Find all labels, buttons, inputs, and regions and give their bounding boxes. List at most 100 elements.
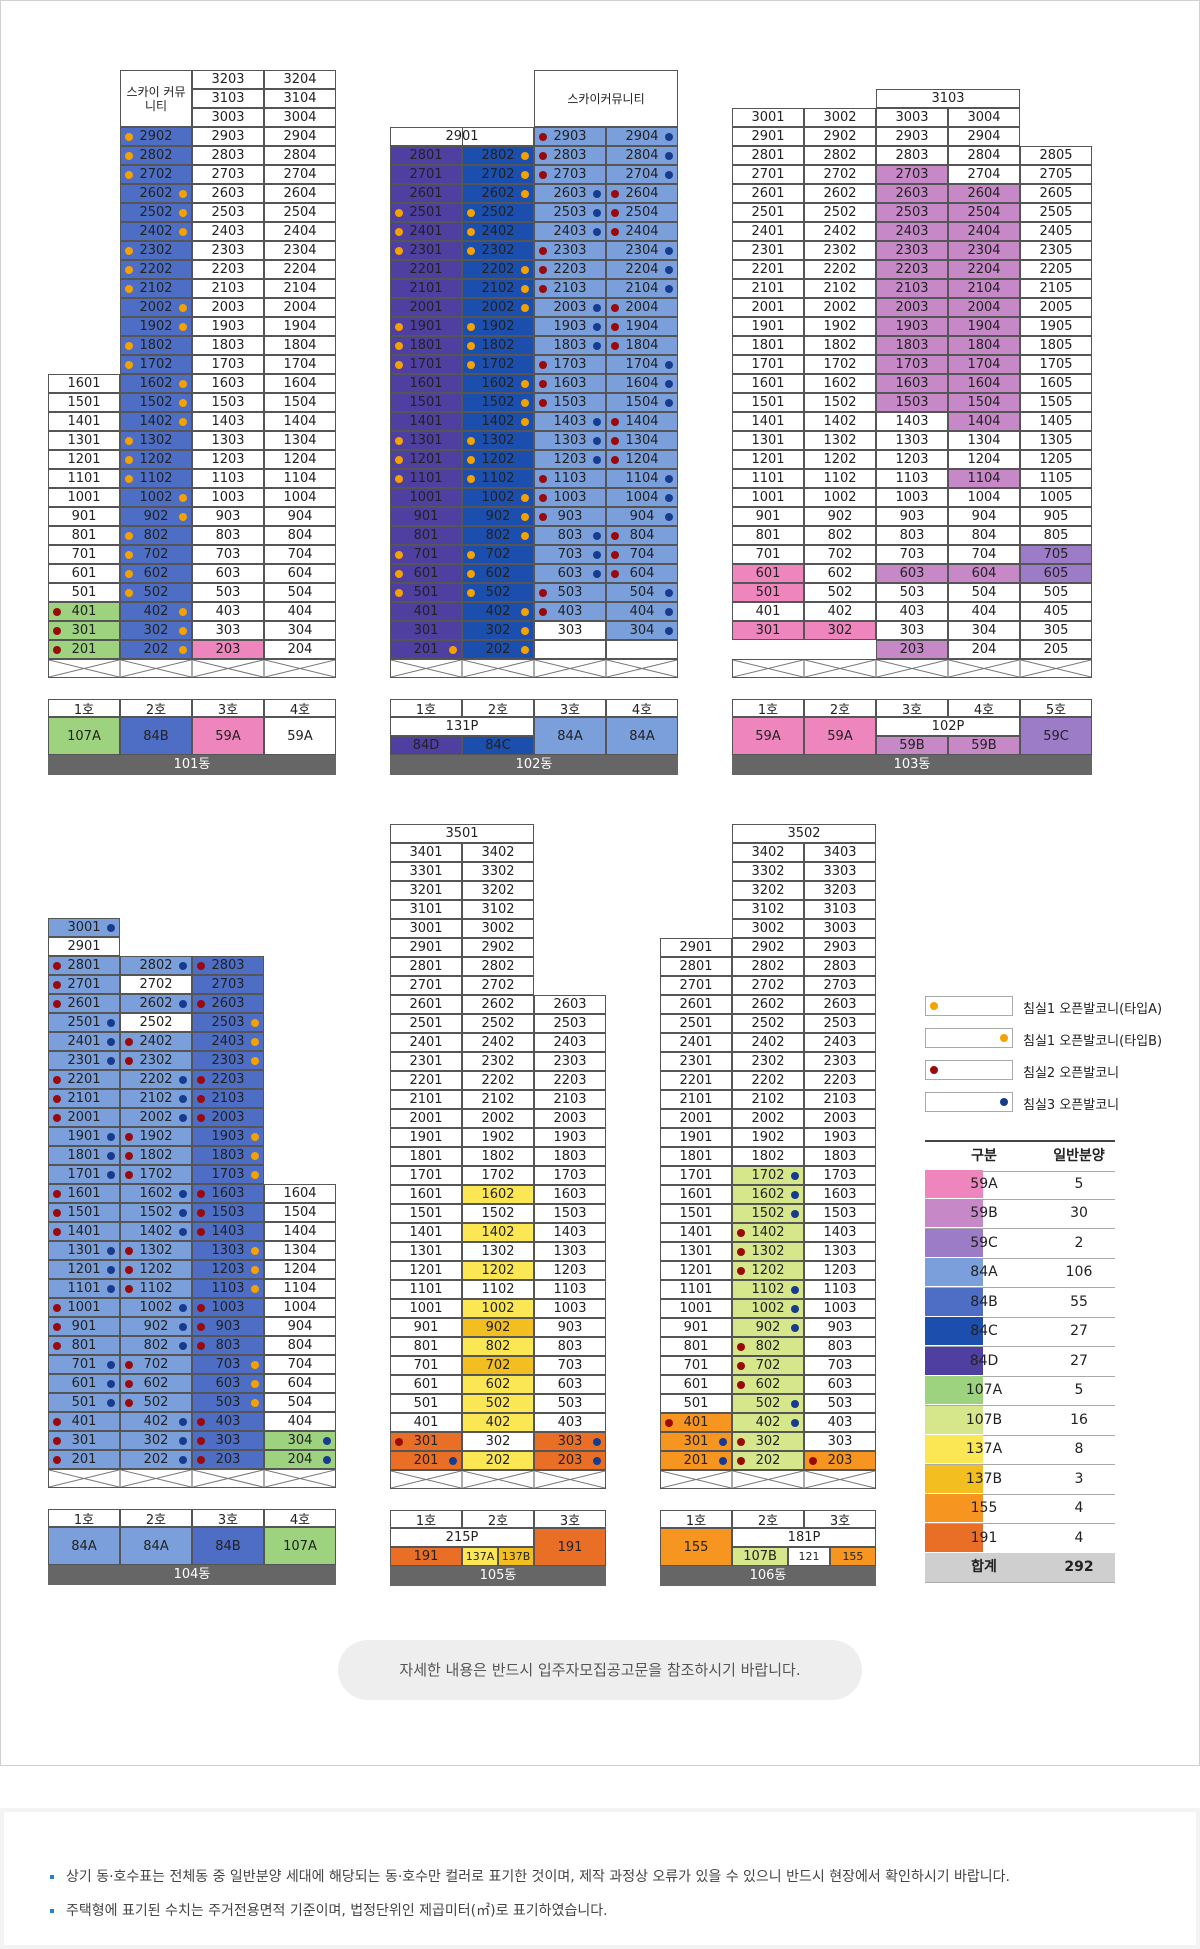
- unit-number: 1802: [139, 1148, 173, 1163]
- unit-number: 2103: [823, 1092, 857, 1107]
- unit-cell: 802: [732, 1337, 804, 1356]
- unit-cell: 2103: [534, 279, 606, 298]
- unit-cell: 303: [804, 1432, 876, 1451]
- unit-cell: 1501: [732, 393, 804, 412]
- unit-cell: 204: [948, 640, 1020, 659]
- unit-cell: 3102: [462, 900, 534, 919]
- legend-label: 침실2 오픈발코니: [1023, 1066, 1120, 1081]
- unit-number: 1002: [139, 1300, 173, 1315]
- unit-number: 203: [557, 1453, 583, 1468]
- unit-number: 2503: [553, 205, 587, 220]
- unit-cell: 1101: [48, 1279, 120, 1298]
- unit-number: 2902: [823, 129, 857, 144]
- unit-cell: 1602: [462, 1185, 534, 1204]
- unit-cell: 1203: [192, 1260, 264, 1279]
- unit-cell: 1303: [876, 431, 948, 450]
- unit-number: 804: [287, 1338, 313, 1353]
- unit-number: 2403: [211, 224, 245, 239]
- unit-cell: 903: [192, 1317, 264, 1336]
- unit-cell: 2102: [120, 1089, 192, 1108]
- unit-cell: 2903: [876, 127, 948, 146]
- unit-cell: 902: [462, 507, 534, 526]
- unit-number: 901: [71, 509, 97, 524]
- unit-number: 2003: [211, 1110, 245, 1125]
- unit-number: 1303: [211, 1243, 245, 1258]
- unit-number: 2702: [481, 978, 515, 993]
- red-dot-icon: [539, 266, 547, 274]
- unit-cell: 2504: [606, 203, 678, 222]
- unit-number: 2901: [67, 939, 101, 954]
- unit-cell: 2105: [1020, 279, 1092, 298]
- unit-cell: 2504: [948, 203, 1020, 222]
- unit-cell: 2001: [390, 1109, 462, 1128]
- unit-cell: 3002: [462, 919, 534, 938]
- unit-cell: 2501: [660, 1014, 732, 1033]
- yellow-dot-icon: [467, 589, 475, 597]
- unit-number: 2301: [409, 1054, 443, 1069]
- yellow-dot-icon: [1000, 1034, 1008, 1042]
- unit-cell: 1805: [1020, 336, 1092, 355]
- unit-cell: 704: [264, 545, 336, 564]
- unit-cell: 1601: [48, 1184, 120, 1203]
- yellow-dot-icon: [125, 133, 133, 141]
- blue-dot-icon: [179, 1304, 187, 1312]
- unit-number: 1401: [67, 414, 101, 429]
- unit-number: 603: [899, 566, 925, 581]
- unit-number: 2404: [967, 224, 1001, 239]
- unit-cell: 1901: [732, 317, 804, 336]
- unit-cell: 403: [534, 1413, 606, 1432]
- bullet-icon: [50, 1875, 54, 1879]
- red-dot-icon: [53, 1456, 61, 1464]
- unit-number: 1204: [283, 452, 317, 467]
- unit-cell: 1104: [606, 469, 678, 488]
- unit-cell: 1001: [390, 1299, 462, 1318]
- type-name: 191: [970, 1529, 998, 1546]
- unit-number: 3103: [211, 91, 245, 106]
- unit-cell: 903: [534, 507, 606, 526]
- unit-number: 2805: [1039, 148, 1073, 163]
- type-count: 27: [1070, 1323, 1088, 1339]
- unit-number: 502: [485, 585, 511, 600]
- unit-number: 1203: [211, 452, 245, 467]
- red-dot-icon: [197, 1418, 205, 1426]
- unit-cell: 2303: [192, 1051, 264, 1070]
- unit-number: 1405: [1039, 414, 1073, 429]
- unit-number: 2003: [553, 1111, 587, 1126]
- unit-number: 1002: [481, 1301, 515, 1316]
- unit-cell: 202: [120, 1450, 192, 1469]
- unit-number: 1401: [751, 414, 785, 429]
- unit-cell: 1605: [1020, 374, 1092, 393]
- unit-cell: 2803: [534, 146, 606, 165]
- unit-number: 2301: [409, 243, 443, 258]
- unit-number: 2401: [751, 224, 785, 239]
- unit-cell: 1104: [264, 469, 336, 488]
- unit-number: 503: [557, 1396, 583, 1411]
- type-swatch: [925, 1523, 983, 1552]
- unit-number: 2103: [553, 1092, 587, 1107]
- unit-number: 3204: [283, 72, 317, 87]
- unit-number: 2503: [211, 1015, 245, 1030]
- unit-number: 1201: [67, 452, 101, 467]
- yellow-dot-icon: [395, 589, 403, 597]
- unit-cell: 2502: [462, 203, 534, 222]
- unit-cell: 301: [732, 621, 804, 640]
- unit-cell: 2204: [606, 260, 678, 279]
- unit-cell: 304: [606, 621, 678, 640]
- unit-cell: 1301: [390, 431, 462, 450]
- unit-cell: 1902: [804, 317, 876, 336]
- unit-cell: 2303: [534, 1052, 606, 1071]
- red-dot-icon: [197, 1114, 205, 1122]
- unit-number: 805: [1043, 528, 1069, 543]
- unit-cell: 2001: [48, 1108, 120, 1127]
- unit-header: 1호: [48, 1509, 120, 1527]
- unit-cell: 2503: [534, 1014, 606, 1033]
- unit-number: 1304: [967, 433, 1001, 448]
- unit-cell: 1001: [660, 1299, 732, 1318]
- unit-cell: 1502: [120, 393, 192, 412]
- unit-header: 2호: [462, 1510, 534, 1528]
- unit-cell: 1702: [732, 1166, 804, 1185]
- unit-cell: 2001: [390, 298, 462, 317]
- unit-number: 2902: [481, 940, 515, 955]
- unit-number: 603: [215, 1376, 241, 1391]
- unit-cell: 1304: [264, 431, 336, 450]
